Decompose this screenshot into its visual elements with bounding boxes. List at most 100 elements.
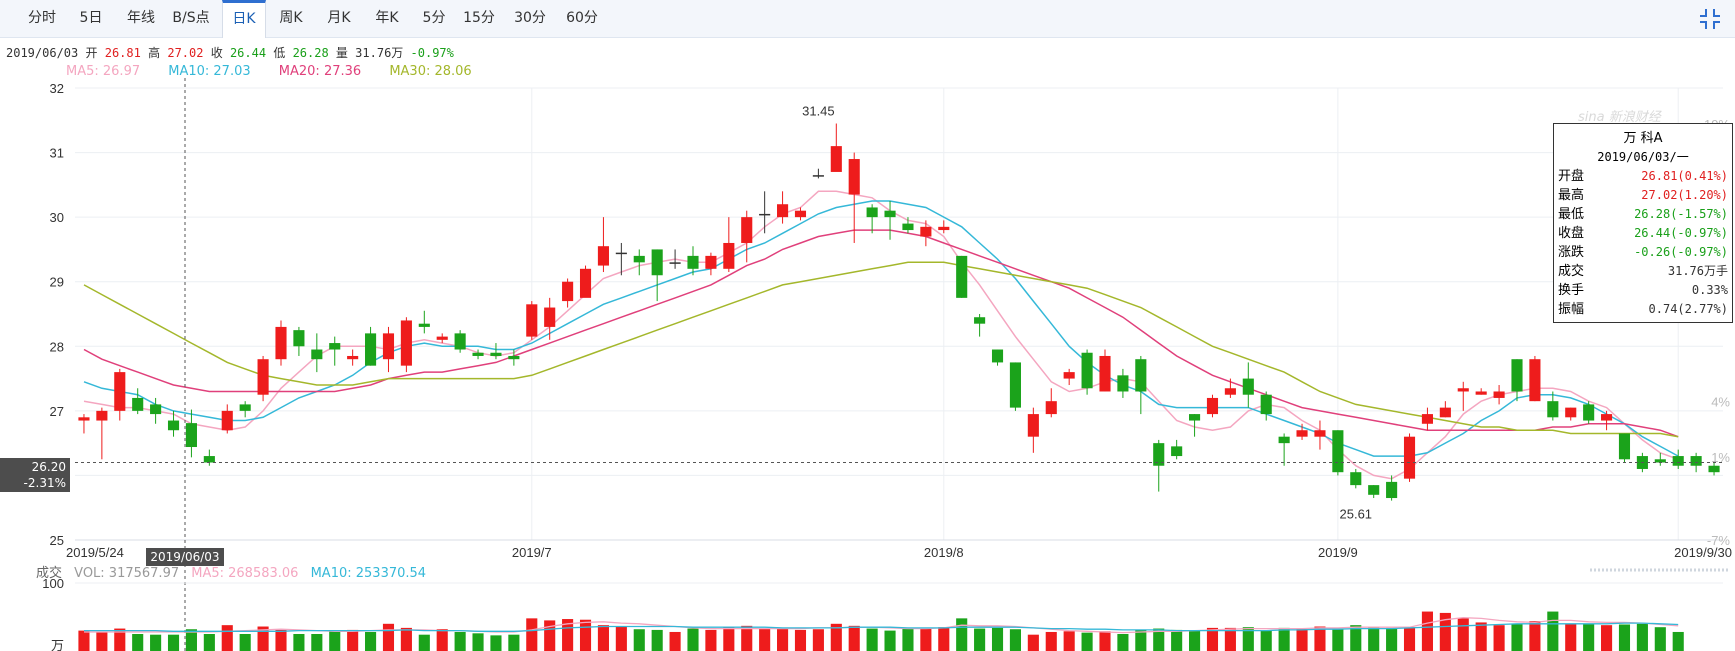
candle-body	[365, 333, 377, 366]
tab-4[interactable]: 日K	[222, 0, 266, 38]
candle-body	[114, 372, 126, 411]
volume-bar	[651, 629, 663, 651]
candle-body	[597, 246, 609, 266]
candle-body	[132, 397, 144, 411]
tab-7[interactable]: 年K	[375, 10, 399, 26]
y-tick-label: 32	[50, 81, 64, 96]
volume-bar	[991, 627, 1004, 651]
volume-bar	[1242, 627, 1254, 651]
volume-bar	[221, 625, 233, 651]
candle-tooltip: 万 科A 2019/06/03/一 开盘 26.81(0.41%) 最高 27.02(…	[1553, 123, 1733, 323]
tooltip-date: 2019/06/03/一	[1597, 150, 1689, 164]
price-annotation: 25.61	[1340, 507, 1373, 522]
candle-body	[400, 320, 412, 366]
volume-bar	[705, 629, 717, 651]
candle-body	[1153, 443, 1165, 466]
candle-body	[1547, 401, 1559, 418]
candle-body	[1206, 397, 1219, 415]
volume-bar	[150, 634, 162, 651]
tab-8[interactable]: 5分	[422, 10, 446, 26]
candle-body	[1421, 414, 1433, 424]
candle-body	[956, 255, 968, 298]
volume-bar	[1153, 628, 1165, 651]
tooltip-row: 最高 27.02(1.20%)	[1554, 186, 1732, 205]
x-tick-label: 2019/5/24	[66, 545, 124, 560]
tab-0[interactable]: 分时	[28, 10, 56, 26]
volume-bar	[920, 627, 932, 651]
y-right-tick-label: 4%	[1711, 394, 1730, 409]
tab-10[interactable]: 30分	[514, 10, 546, 26]
candle-body	[794, 210, 807, 218]
tab-6[interactable]: 月K	[327, 10, 351, 26]
candle-body	[329, 343, 341, 350]
y-tick-label: 30	[50, 210, 64, 225]
candle-body	[848, 159, 860, 195]
volume-bar	[1350, 625, 1362, 651]
candle-body	[382, 333, 395, 360]
tooltip-value: 31.76万手	[1667, 264, 1728, 278]
volume-label: 成交	[36, 566, 63, 581]
candle-body	[1063, 372, 1075, 379]
cursor-pct: -2.31%	[23, 476, 66, 490]
candle-body	[1350, 472, 1362, 486]
ma-line-ma20	[83, 229, 1679, 438]
volume-bar	[562, 619, 574, 651]
y-tick-label: 31	[50, 146, 64, 161]
x-tick-label: 2019/7	[512, 545, 552, 560]
volume-bar	[1475, 622, 1487, 651]
candle-body	[311, 349, 323, 360]
volume-ma10-line	[84, 622, 1679, 632]
volume-bar	[597, 625, 609, 651]
candle-body	[1027, 414, 1039, 437]
candle-body	[544, 307, 556, 327]
candle-body	[562, 281, 574, 302]
info-close-label: 收	[210, 46, 223, 60]
volume-bar	[956, 618, 968, 651]
tooltip-label: 涨跌	[1558, 245, 1585, 260]
volume-bar	[365, 631, 377, 651]
volume-bar	[669, 631, 681, 651]
tab-5[interactable]: 周K	[279, 10, 303, 26]
fullscreen-collapse-icon[interactable]	[1697, 6, 1723, 32]
tooltip-row: 涨跌 -0.26(-0.97%)	[1554, 243, 1732, 262]
volume-bar	[526, 618, 538, 651]
volume-bar	[794, 629, 807, 651]
volume-bar	[1224, 627, 1236, 651]
tab-9[interactable]: 15分	[463, 10, 495, 26]
tab-2[interactable]: 年线	[127, 10, 155, 26]
volume-bar	[1189, 630, 1201, 651]
candle-body	[239, 404, 251, 411]
volume-bar	[454, 631, 466, 651]
volume-bar	[1493, 625, 1505, 651]
tooltip-row: 换手 0.33%	[1554, 281, 1732, 300]
volume-bar	[293, 634, 305, 651]
tab-11[interactable]: 60分	[566, 10, 598, 26]
tab-3[interactable]: B/S点	[172, 10, 210, 26]
candle-body	[723, 242, 735, 269]
volume-bar	[132, 634, 144, 651]
tooltip-label: 换手	[1558, 283, 1585, 298]
y-tick-label: 29	[50, 275, 64, 290]
candle-body	[884, 210, 896, 218]
tooltip-value: 27.02(1.20%)	[1641, 188, 1728, 202]
candle-body	[526, 304, 538, 337]
candle-body	[1601, 414, 1613, 421]
info-high-label: 高	[148, 46, 161, 60]
tab-1[interactable]: 5日	[79, 10, 103, 26]
candle-body	[418, 323, 430, 327]
volume-bar	[1457, 618, 1469, 651]
volume-bar	[1332, 628, 1344, 651]
candle-body	[1135, 359, 1147, 392]
candle-body	[167, 420, 180, 431]
volume-bar	[239, 634, 251, 651]
candle-body	[1224, 388, 1236, 395]
ma-line-ma10	[83, 200, 1679, 457]
tooltip-label: 成交	[1558, 264, 1585, 279]
candle-body	[687, 255, 699, 269]
candle-body	[1117, 375, 1129, 392]
candle-body	[1099, 355, 1111, 392]
y-tick-label: 25	[50, 533, 64, 548]
candle-body	[920, 226, 932, 237]
info-open: 26.81	[104, 46, 141, 60]
